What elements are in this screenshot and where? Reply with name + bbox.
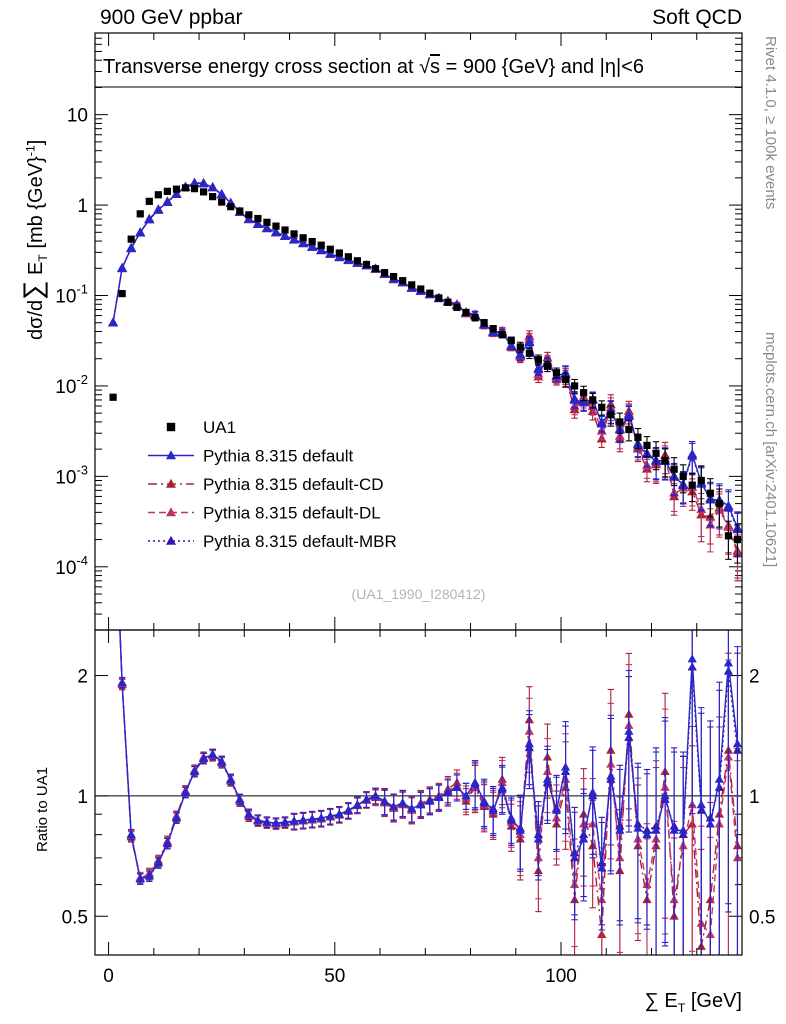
svg-text:10-3: 10-3	[55, 462, 88, 488]
svg-text:10-2: 10-2	[55, 372, 88, 398]
title-text: Transverse energy cross section at	[103, 56, 420, 78]
svg-text:10: 10	[67, 106, 88, 127]
svg-text:Pythia 8.315 default-CD: Pythia 8.315 default-CD	[203, 475, 384, 494]
sqrt-symbol: √	[419, 56, 431, 78]
ratio-axis-label: Ratio to UA1	[34, 766, 51, 852]
svg-text:Pythia 8.315 default-DL: Pythia 8.315 default-DL	[203, 504, 381, 523]
svg-text:10-4: 10-4	[55, 553, 88, 579]
svg-text:UA1: UA1	[203, 418, 236, 437]
plot-title: Transverse energy cross section at √s = …	[103, 56, 644, 79]
svg-text:2: 2	[749, 667, 760, 688]
svg-text:0: 0	[103, 966, 114, 987]
analysis-id-watermark: (UA1_1990_I280412)	[351, 586, 486, 602]
sum-symbol: ∑	[18, 280, 48, 300]
svg-text:1: 1	[77, 196, 88, 217]
svg-text:50: 50	[324, 966, 345, 987]
svg-text:2: 2	[77, 667, 88, 688]
rivet-version-note: Rivet 4.1.0, ≥ 100k events	[762, 36, 779, 210]
svg-text:Pythia 8.315 default: Pythia 8.315 default	[203, 447, 354, 466]
svg-text:Pythia 8.315 default-MBR: Pythia 8.315 default-MBR	[203, 532, 397, 551]
mcplots-reference-note: mcplots.cern.ch [arXiv:2401.10621]	[762, 332, 779, 568]
title-text-tail: = 900 {GeV} and |η|<6	[440, 56, 644, 78]
sqrt-argument: s	[430, 56, 441, 78]
svg-text:10-1: 10-1	[55, 282, 88, 308]
beam-energy-label: 900 GeV ppbar	[100, 6, 243, 29]
svg-text:0.5: 0.5	[749, 907, 775, 928]
y-axis-label: dσ/d∑ ET [mb {GeV}-1]	[18, 139, 50, 340]
svg-text:1: 1	[77, 787, 88, 808]
process-group-label: Soft QCD	[652, 6, 742, 29]
sum-symbol-x: ∑	[644, 990, 659, 1012]
svg-text:0.5: 0.5	[62, 907, 88, 928]
x-axis-label: ∑ ET [GeV]	[644, 990, 742, 1015]
svg-text:1: 1	[749, 787, 760, 808]
svg-text:100: 100	[545, 966, 577, 987]
